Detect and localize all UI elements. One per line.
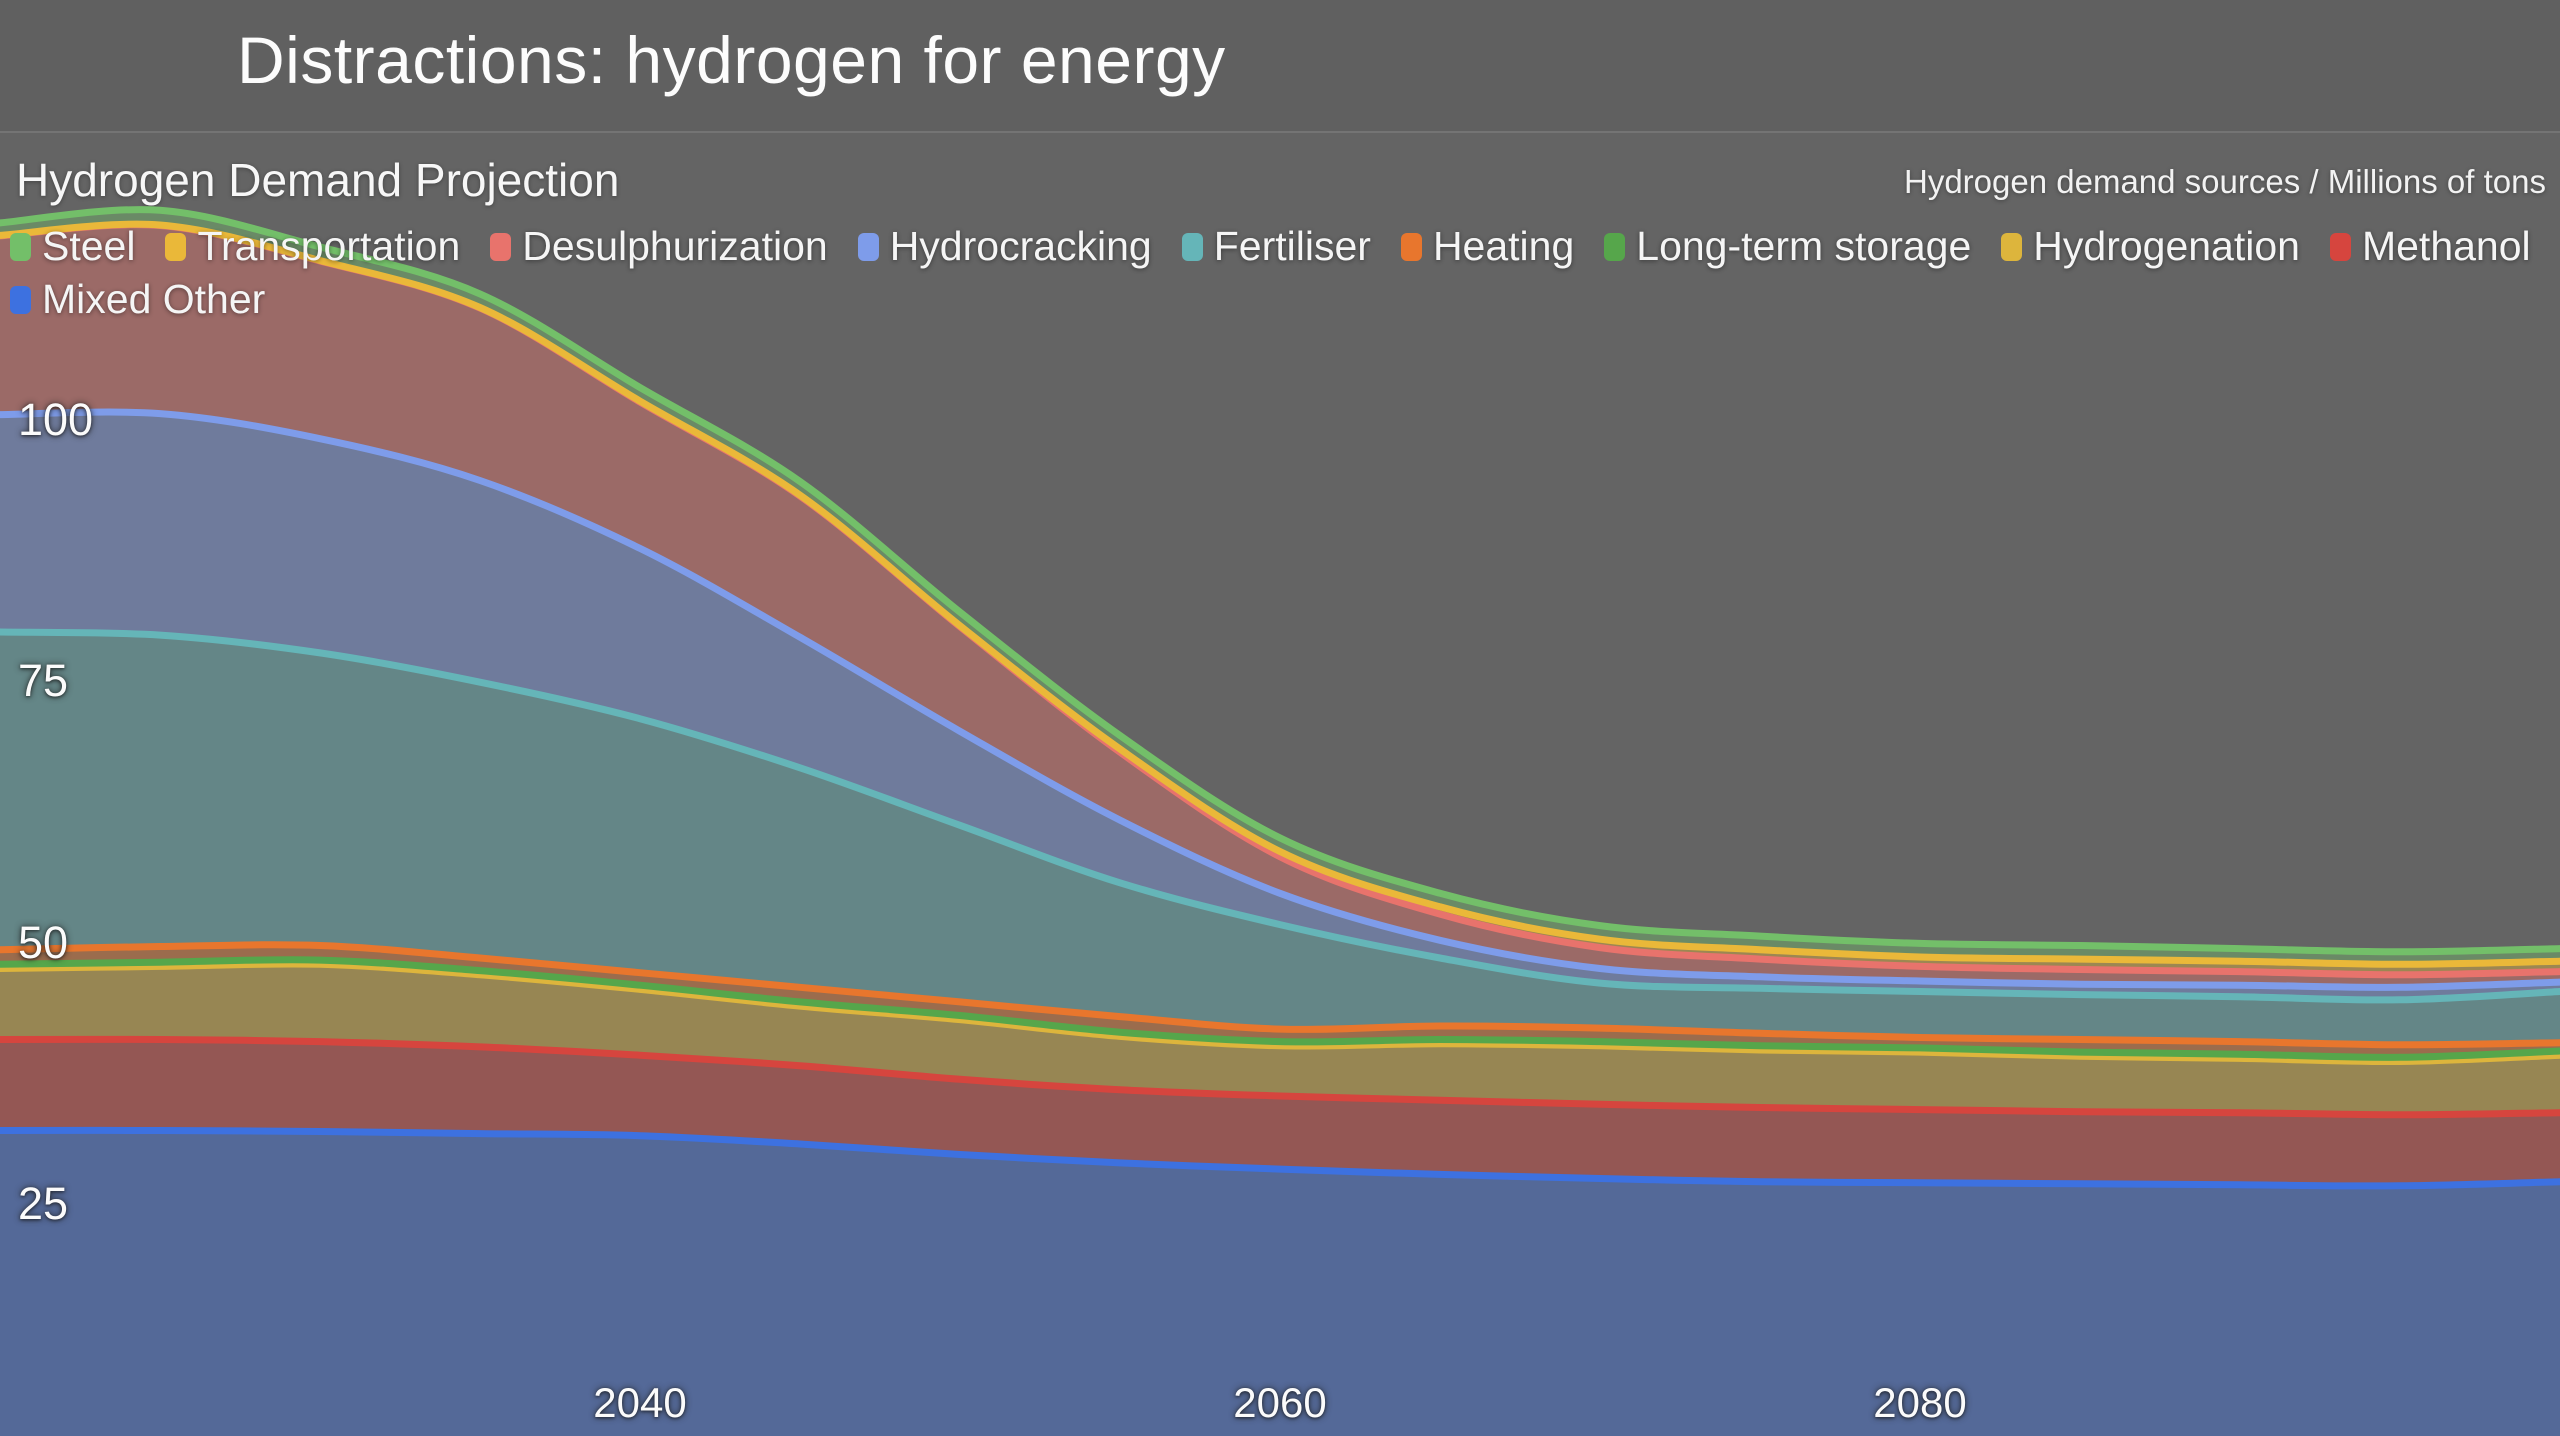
- area-fertiliser[interactable]: [0, 632, 2560, 1045]
- legend-label: Hydrogenation: [2033, 223, 2300, 269]
- legend-swatch-icon: [490, 232, 512, 261]
- y-tick-25: 25: [18, 1177, 69, 1229]
- line-heating[interactable]: [0, 941, 2560, 1049]
- legend-item-hydrogenation[interactable]: Hydrogenation: [2001, 223, 2300, 270]
- slide-header: Distractions: hydrogen for energy: [0, 0, 2560, 133]
- y-tick-100: 100: [18, 394, 94, 445]
- legend-swatch-icon: [1181, 232, 1203, 261]
- legend-swatch-icon: [165, 232, 187, 261]
- stacked-area-chart: 100 75 50 25 2040 2060 2080: [0, 135, 2560, 1436]
- legend-swatch-icon: [2329, 232, 2351, 261]
- legend-label: Methanol: [2361, 223, 2531, 269]
- legend-swatch-icon: [1400, 232, 1422, 261]
- y-tick-50: 50: [18, 916, 69, 968]
- legend-item-mixed-other[interactable]: Mixed Other: [10, 276, 265, 323]
- legend-label: Fertiliser: [1213, 223, 1371, 269]
- line-hydrogenation[interactable]: [0, 960, 2560, 1066]
- area-hydrocracking[interactable]: [0, 412, 2560, 1000]
- line-mixed-other[interactable]: [0, 1126, 2560, 1190]
- legend-item-transportation[interactable]: Transportation: [165, 223, 460, 270]
- legend-label: Mixed Other: [42, 276, 266, 322]
- legend-swatch-icon: [857, 232, 879, 261]
- legend-item-heating[interactable]: Heating: [1400, 223, 1575, 270]
- legend-swatch-icon: [10, 285, 31, 314]
- legend-swatch-icon: [1604, 232, 1626, 261]
- panel-title: Hydrogen Demand Projection: [16, 154, 620, 206]
- area-mixed-other[interactable]: [0, 1130, 2560, 1436]
- legend-item-steel[interactable]: Steel: [10, 223, 135, 270]
- legend-swatch-icon: [10, 232, 31, 261]
- panel-subtitle: Hydrogen demand sources / Millions of to…: [1904, 163, 2546, 200]
- legend-label: Transportation: [197, 223, 461, 269]
- line-long-term-storage[interactable]: [0, 956, 2560, 1061]
- legend-swatch-icon: [2001, 232, 2023, 261]
- legend-item-hydrocracking[interactable]: Hydrocracking: [857, 223, 1152, 270]
- legend-label: Hydrocracking: [889, 223, 1152, 269]
- y-tick-75: 75: [18, 655, 69, 707]
- legend-item-desulphurization[interactable]: Desulphurization: [490, 223, 828, 270]
- x-tick-2060: 2060: [1233, 1379, 1327, 1426]
- x-tick-2040: 2040: [593, 1379, 687, 1426]
- slide-title: Distractions: hydrogen for energy: [237, 23, 1226, 97]
- line-transportation[interactable]: [0, 220, 2560, 968]
- chart-legend: Steel Transportation Desulphurization Hydro…: [10, 223, 2550, 323]
- line-hydrocracking[interactable]: [0, 408, 2560, 991]
- legend-item-methanol[interactable]: Methanol: [2329, 223, 2531, 270]
- legend-label: Steel: [42, 223, 136, 269]
- chart-canvas: [0, 206, 2560, 1436]
- legend-item-fertiliser[interactable]: Fertiliser: [1181, 223, 1371, 270]
- area-hydrogenation[interactable]: [0, 963, 2560, 1115]
- line-steel[interactable]: [0, 206, 2560, 956]
- chart-panel: Hydrogen Demand Projection Hydrogen dema…: [0, 135, 2560, 1436]
- legend-item-long-term-storage[interactable]: Long-term storage: [1604, 223, 1971, 270]
- legend-label: Heating: [1432, 223, 1575, 269]
- legend-label: Desulphurization: [522, 223, 828, 269]
- x-tick-2080: 2080: [1873, 1379, 1967, 1426]
- legend-label: Long-term storage: [1636, 223, 1972, 269]
- area-desulphurization[interactable]: [0, 224, 2560, 988]
- line-fertiliser[interactable]: [0, 628, 2560, 1004]
- line-methanol[interactable]: [0, 1035, 2560, 1119]
- area-methanol[interactable]: [0, 1039, 2560, 1186]
